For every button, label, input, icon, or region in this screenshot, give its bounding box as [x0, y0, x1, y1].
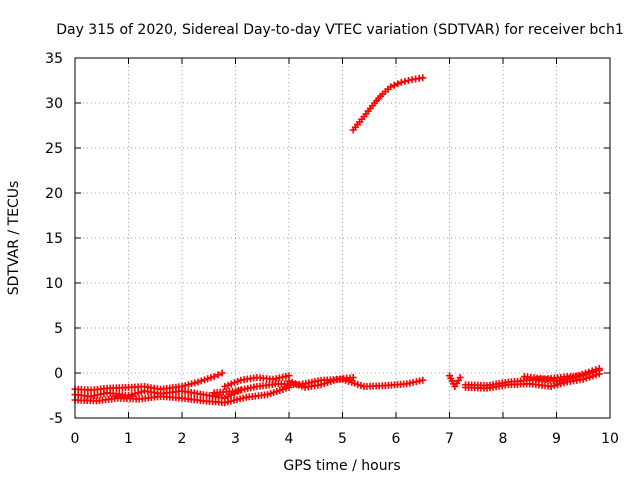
data-point	[230, 379, 238, 387]
y-tick-label: 25	[45, 141, 63, 157]
data-point	[131, 390, 139, 398]
data-point	[184, 381, 192, 389]
y-tick-label: 0	[54, 366, 63, 382]
data-point	[456, 374, 464, 381]
data-point	[210, 373, 218, 381]
x-tick-label: 10	[601, 431, 619, 447]
data-point	[191, 379, 199, 387]
x-tick-label: 3	[231, 431, 240, 447]
data-point	[291, 380, 299, 388]
data-point	[572, 372, 580, 380]
y-tick-label: 20	[45, 186, 63, 202]
data-point	[295, 381, 303, 389]
data-point	[578, 370, 586, 378]
x-tick-label: 8	[499, 431, 508, 447]
data-point	[128, 391, 136, 399]
y-tick-label: 15	[45, 231, 63, 247]
data-point	[285, 377, 293, 385]
data-point	[207, 374, 215, 382]
data-point	[197, 377, 205, 385]
y-tick-label: 10	[45, 276, 63, 292]
data-point	[390, 81, 398, 89]
data-point	[397, 78, 405, 86]
data-point	[404, 77, 412, 84]
data-point	[557, 380, 565, 388]
data-point	[214, 371, 222, 379]
data-point	[387, 83, 395, 91]
data-point	[320, 380, 328, 388]
data-point	[582, 374, 590, 382]
data-point	[550, 382, 558, 390]
data-point	[317, 381, 325, 389]
data-point	[575, 371, 583, 379]
x-tick-label: 7	[445, 431, 454, 447]
chart-title: Day 315 of 2020, Sidereal Day-to-day VTE…	[56, 22, 624, 38]
data-point	[579, 375, 587, 383]
data-point	[224, 381, 232, 389]
data-point	[595, 365, 603, 372]
x-tick-label: 2	[178, 431, 187, 447]
data-point	[218, 369, 226, 377]
grid-lines	[75, 58, 610, 418]
data-point	[401, 77, 409, 85]
x-tick-label: 5	[338, 431, 347, 447]
x-axis-label: GPS time / hours	[283, 458, 400, 474]
data-point	[585, 368, 593, 376]
data-point	[394, 80, 402, 88]
data-point	[324, 379, 332, 387]
data-point	[204, 375, 212, 383]
data-point	[200, 376, 208, 384]
x-tick-label: 0	[71, 431, 80, 447]
data-point	[288, 378, 296, 386]
data-point	[188, 380, 196, 388]
axis-ticks	[74, 57, 611, 419]
data-point	[221, 383, 229, 390]
y-tick-label: 35	[45, 51, 63, 67]
data-point	[134, 389, 142, 397]
x-tick-labels: 0 1 2 3 4 5 6 7 8 9 10	[71, 431, 619, 447]
data-point	[560, 379, 568, 387]
data-point	[419, 376, 427, 384]
data-point	[234, 377, 242, 385]
data-point	[349, 374, 357, 381]
data-point	[588, 367, 596, 375]
y-axis-label: SDTVAR / TECUs	[6, 181, 22, 296]
data-point	[569, 374, 577, 381]
data-point	[581, 369, 589, 377]
x-tick-label: 1	[124, 431, 133, 447]
x-tick-label: 9	[552, 431, 561, 447]
y-tick-label: -5	[49, 411, 63, 427]
data-point	[227, 380, 235, 388]
data-point	[554, 381, 562, 389]
y-tick-label: 30	[45, 96, 63, 112]
data-point	[137, 388, 145, 396]
x-tick-label: 4	[285, 431, 294, 447]
data-point	[298, 382, 306, 390]
x-tick-label: 6	[392, 431, 401, 447]
data-point	[547, 383, 555, 390]
data-point	[419, 74, 427, 82]
data-point	[330, 376, 338, 384]
data-point	[592, 366, 600, 374]
data-point	[181, 382, 189, 390]
plot-frame	[74, 57, 611, 419]
data-point	[194, 378, 202, 386]
data-points	[71, 74, 603, 407]
y-tick-label: 5	[54, 321, 63, 337]
data-point	[586, 373, 594, 381]
y-tick-labels: -5 0 5 10 15 20 25 30 35	[45, 51, 63, 427]
data-point	[327, 377, 335, 385]
